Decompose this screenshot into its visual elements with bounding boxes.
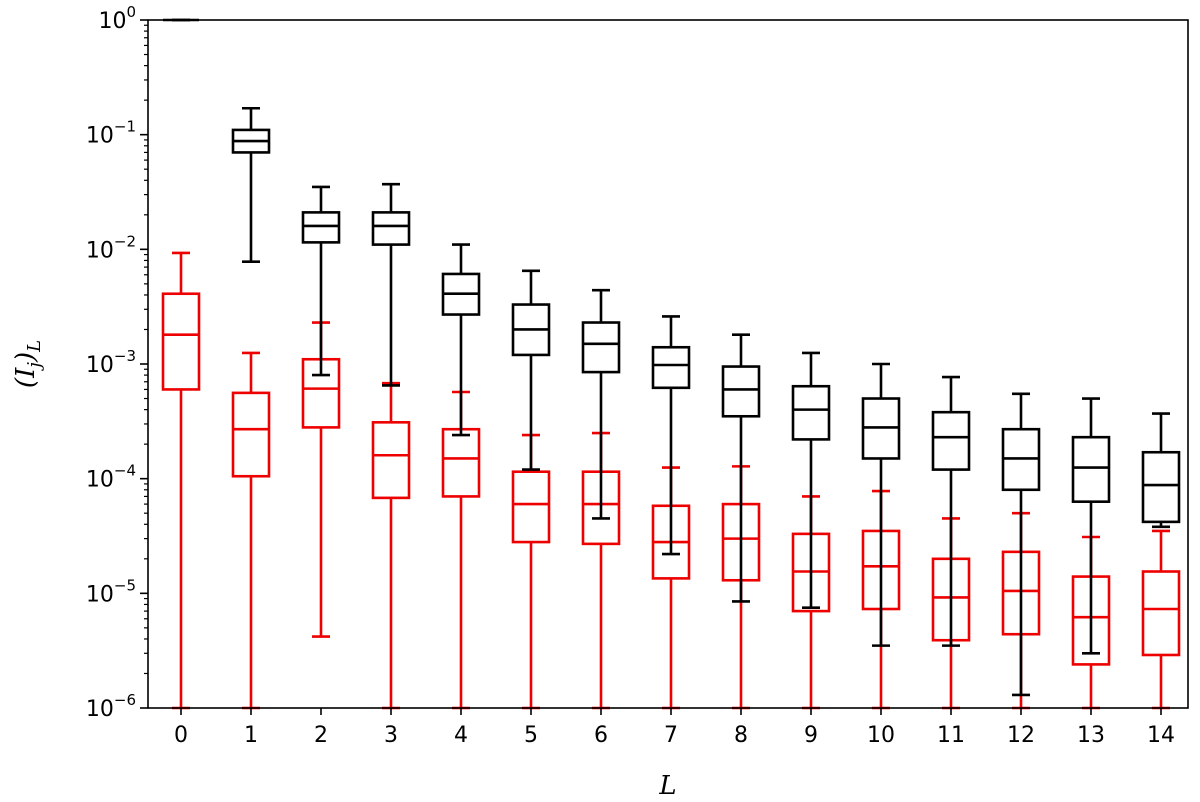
y-tick-label: 10−4	[86, 462, 136, 493]
x-tick-label: 3	[384, 723, 398, 748]
x-tick-label: 7	[664, 723, 678, 748]
x-tick-label: 8	[734, 723, 748, 748]
x-tick-label: 5	[524, 723, 538, 748]
box-series	[163, 18, 1181, 697]
x-tick-label: 0	[174, 723, 188, 748]
box-iqr	[511, 470, 551, 544]
x-tick-label: 12	[1007, 723, 1035, 748]
y-tick-label: 10−1	[86, 118, 136, 149]
box-iqr	[721, 365, 761, 418]
box-iqr	[791, 384, 831, 441]
y-tick-label: 10−2	[86, 232, 136, 263]
x-axis: 0 1 2 3 4 5 6 7 8 9 10 11 12 13 14	[174, 708, 1175, 748]
box-iqr	[1071, 435, 1111, 503]
x-tick-label: 11	[937, 723, 965, 748]
x-tick-label: 13	[1077, 723, 1105, 748]
y-axis: 100 10−1 10−2 10−3 10−4 10−5 10−6	[86, 3, 148, 722]
box-iqr	[441, 427, 481, 498]
box-iqr	[301, 211, 341, 244]
box-iqr	[161, 292, 201, 391]
box-iqr	[1141, 450, 1181, 524]
y-tick-label: 100	[98, 3, 136, 34]
x-tick-label: 6	[594, 723, 608, 748]
box-iqr	[581, 321, 621, 374]
box-iqr	[1141, 570, 1181, 657]
x-axis-label: L	[658, 771, 676, 801]
x-tick-label: 1	[244, 723, 258, 748]
x-tick-label: 14	[1147, 723, 1175, 748]
y-axis-label: (Ij)L	[11, 340, 45, 388]
box-iqr	[371, 421, 411, 500]
x-tick-label: 2	[314, 723, 328, 748]
box-iqr	[651, 345, 691, 390]
box-iqr	[371, 211, 411, 246]
y-tick-label: 10−6	[86, 691, 136, 722]
box-iqr	[931, 410, 971, 471]
y-tick-label: 10−5	[86, 576, 136, 607]
x-tick-label: 9	[804, 723, 818, 748]
box-iqr	[231, 391, 271, 478]
x-tick-label: 10	[867, 723, 895, 748]
x-tick-label: 4	[454, 723, 468, 748]
y-tick-label: 10−3	[86, 347, 136, 378]
plot-marks	[161, 18, 1181, 710]
